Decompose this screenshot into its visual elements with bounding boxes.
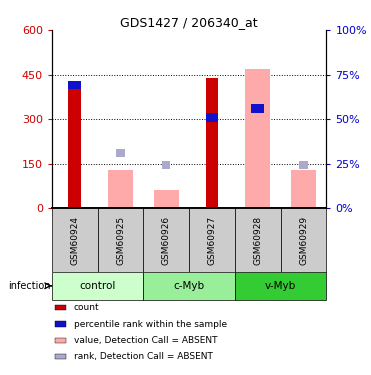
Bar xyxy=(291,170,316,208)
Title: GDS1427 / 206340_at: GDS1427 / 206340_at xyxy=(121,16,258,29)
Bar xyxy=(144,208,189,272)
Bar xyxy=(206,78,219,208)
Text: GSM60929: GSM60929 xyxy=(299,216,308,265)
Text: GSM60925: GSM60925 xyxy=(116,216,125,265)
Bar xyxy=(206,113,219,122)
Bar xyxy=(162,161,170,169)
Text: rank, Detection Call = ABSENT: rank, Detection Call = ABSENT xyxy=(74,352,213,361)
Bar xyxy=(299,161,308,169)
Text: c-Myb: c-Myb xyxy=(174,281,205,291)
Bar xyxy=(245,69,270,208)
Bar xyxy=(52,272,144,300)
Text: GSM60928: GSM60928 xyxy=(253,216,262,265)
Bar xyxy=(55,321,66,327)
Text: control: control xyxy=(79,281,116,291)
Bar xyxy=(68,81,81,89)
Bar xyxy=(235,208,281,272)
Bar xyxy=(144,272,235,300)
Bar xyxy=(252,104,264,112)
Bar xyxy=(55,305,66,310)
Bar xyxy=(55,338,66,343)
Bar xyxy=(98,208,144,272)
Text: percentile rank within the sample: percentile rank within the sample xyxy=(74,320,227,328)
Text: GSM60927: GSM60927 xyxy=(208,216,217,265)
Bar xyxy=(281,208,326,272)
Bar xyxy=(52,208,98,272)
Bar xyxy=(116,149,125,157)
Bar xyxy=(154,190,179,208)
Text: count: count xyxy=(74,303,99,312)
Bar xyxy=(55,354,66,359)
Text: infection: infection xyxy=(9,281,51,291)
Bar xyxy=(189,208,235,272)
Text: GSM60926: GSM60926 xyxy=(162,216,171,265)
Bar xyxy=(235,272,326,300)
Bar xyxy=(108,170,133,208)
Text: GSM60924: GSM60924 xyxy=(70,216,79,265)
Text: value, Detection Call = ABSENT: value, Detection Call = ABSENT xyxy=(74,336,217,345)
Bar xyxy=(68,84,81,208)
Text: v-Myb: v-Myb xyxy=(265,281,296,291)
